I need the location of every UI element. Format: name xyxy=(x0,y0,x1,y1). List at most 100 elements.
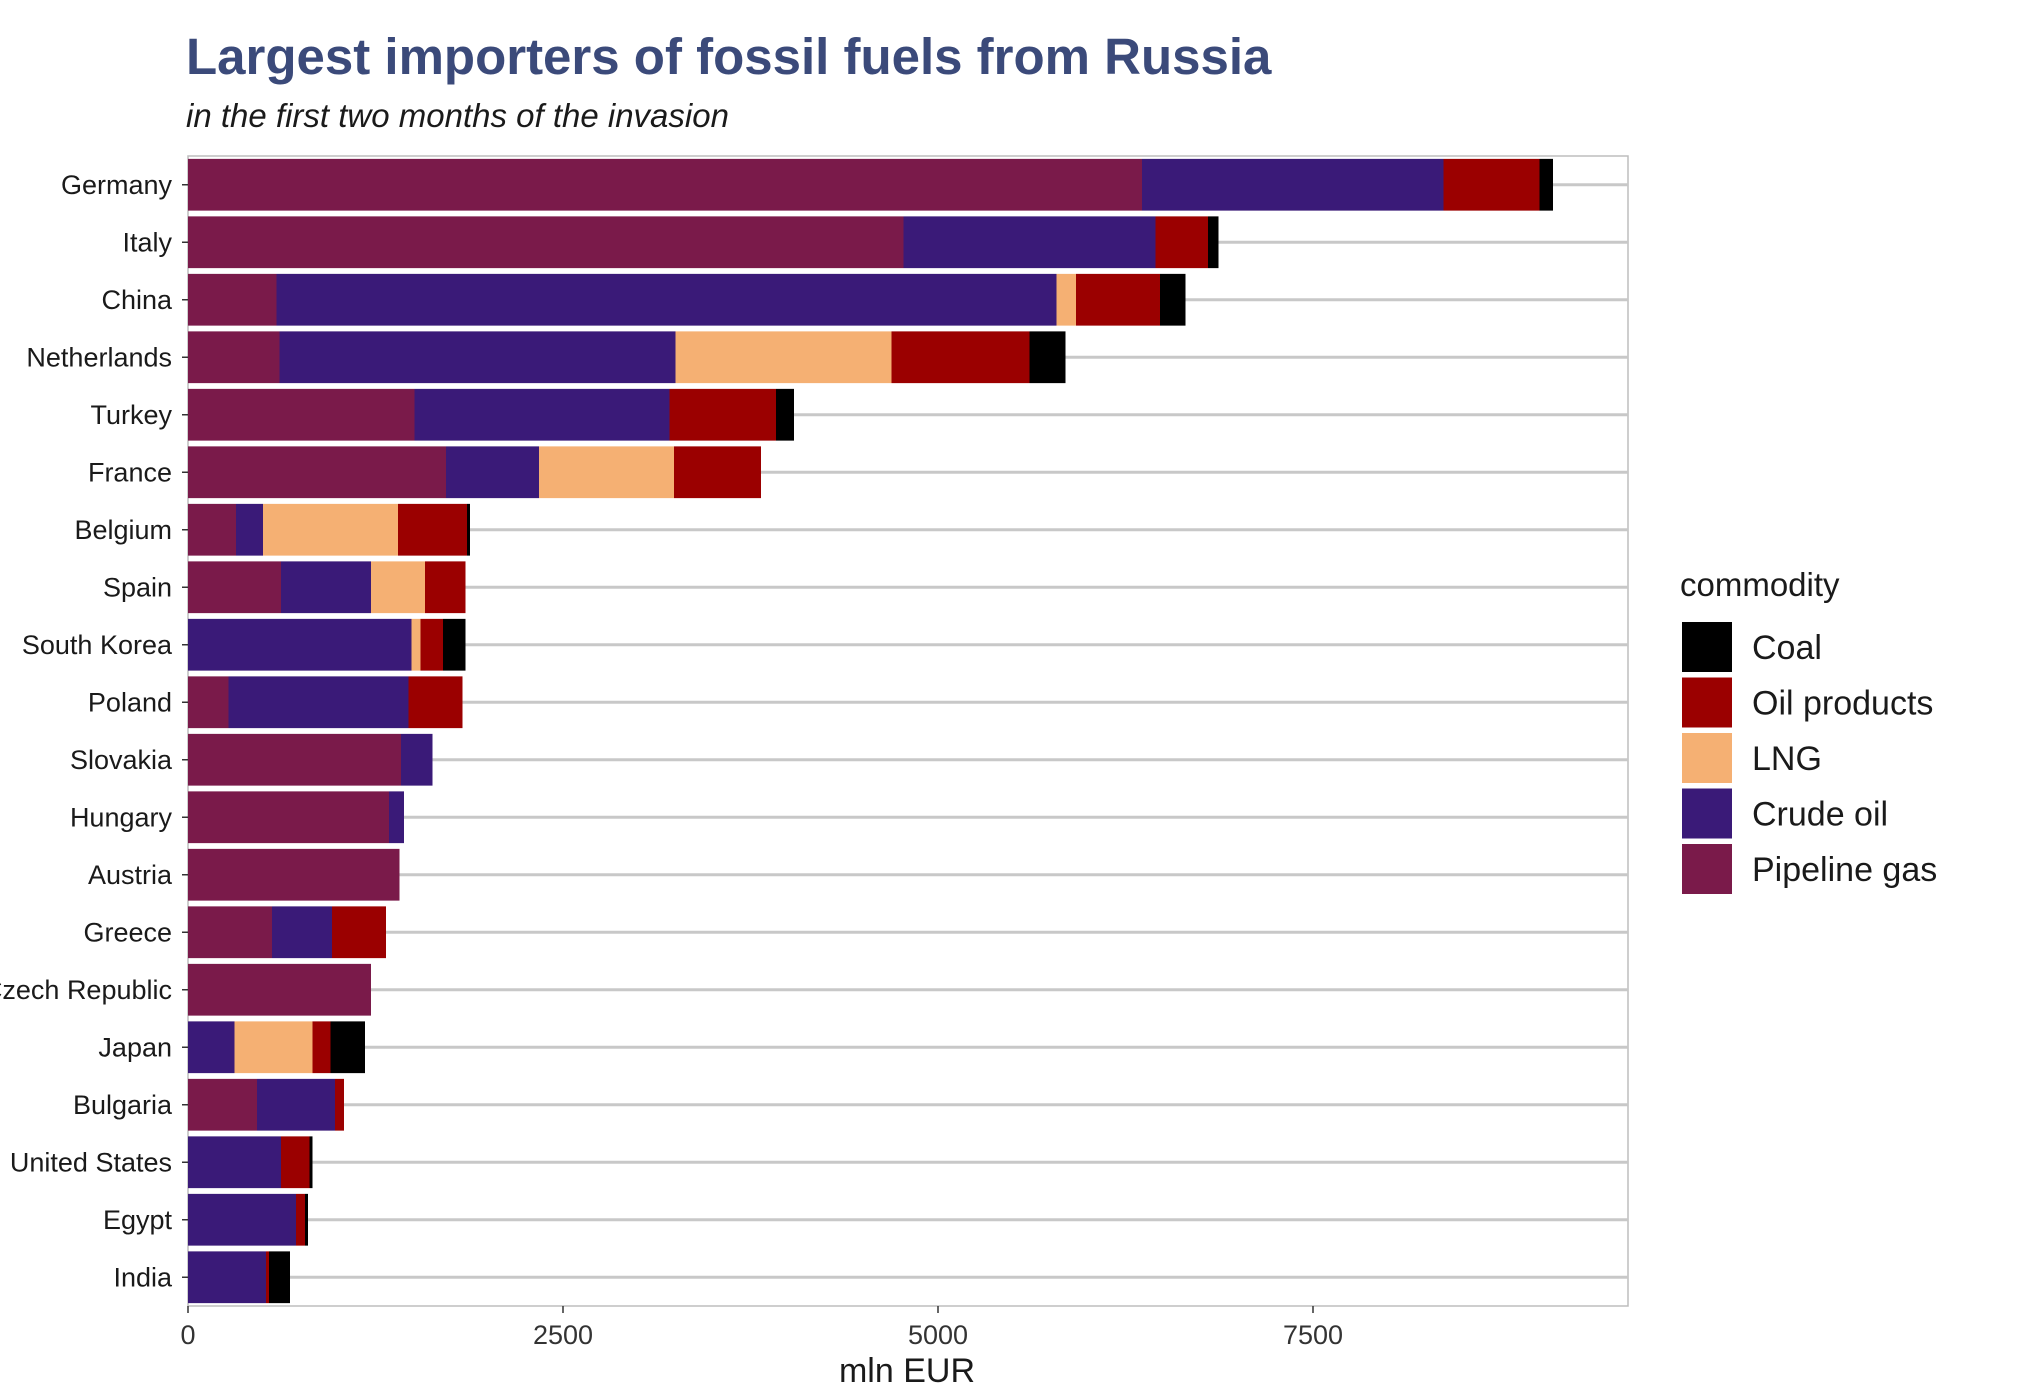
bar-netherlands-lng xyxy=(675,331,892,384)
bar-india-oil-products xyxy=(266,1251,269,1304)
bar-belgium-pipeline-gas xyxy=(188,503,236,556)
y-tick-label-turkey: Turkey xyxy=(90,400,172,430)
bar-poland-crude-oil xyxy=(228,676,409,729)
bar-china-lng xyxy=(1056,273,1076,326)
bar-france-pipeline-gas xyxy=(188,446,446,499)
bar-france-crude-oil xyxy=(446,446,539,499)
bar-china-crude-oil xyxy=(276,273,1057,326)
x-tick-label-0: 0 xyxy=(180,1320,195,1350)
bar-germany-coal xyxy=(1539,158,1553,211)
bar-china-pipeline-gas xyxy=(188,273,277,326)
bar-egypt-oil-products xyxy=(296,1193,305,1246)
bar-hungary-pipeline-gas xyxy=(188,791,389,844)
y-tick-label-greece: Greece xyxy=(83,917,172,947)
legend-label-lng: LNG xyxy=(1752,740,1822,778)
plot-area xyxy=(187,155,1629,1307)
bar-india-crude-oil xyxy=(188,1251,266,1304)
legend-swatch-coal xyxy=(1682,622,1732,672)
bar-belgium-coal xyxy=(467,503,470,556)
bar-japan-coal xyxy=(330,1021,365,1074)
bar-italy-crude-oil xyxy=(903,216,1156,269)
bar-spain-lng xyxy=(371,561,425,614)
y-tick-label-belgium: Belgium xyxy=(74,515,172,545)
x-tick-label-7500: 7500 xyxy=(1283,1320,1343,1350)
y-tick-label-bulgaria: Bulgaria xyxy=(73,1090,173,1120)
y-tick-label-slovakia: Slovakia xyxy=(70,745,173,775)
y-tick-label-czech-republic: Czech Republic xyxy=(0,975,172,1005)
legend-label-coal: Coal xyxy=(1752,629,1822,667)
bar-spain-crude-oil xyxy=(281,561,371,614)
bar-hungary-crude-oil xyxy=(389,791,404,844)
bar-germany-oil-products xyxy=(1443,158,1540,211)
bar-bulgaria-pipeline-gas xyxy=(188,1078,257,1131)
bar-japan-lng xyxy=(234,1021,313,1074)
y-tick-label-italy: Italy xyxy=(122,227,172,257)
bar-belgium-lng xyxy=(263,503,398,556)
y-tick-label-poland: Poland xyxy=(88,687,172,717)
bar-netherlands-crude-oil xyxy=(279,331,676,384)
bar-china-coal xyxy=(1160,273,1186,326)
bar-poland-pipeline-gas xyxy=(188,676,229,729)
chart-title: Largest importers of fossil fuels from R… xyxy=(186,28,1272,85)
legend-swatch-pipeline-gas xyxy=(1682,844,1732,894)
bar-greece-pipeline-gas xyxy=(188,906,272,959)
y-tick-label-austria: Austria xyxy=(88,860,173,890)
bar-turkey-crude-oil xyxy=(414,388,670,441)
bar-italy-pipeline-gas xyxy=(188,216,904,269)
bar-belgium-crude-oil xyxy=(236,503,263,556)
bar-netherlands-coal xyxy=(1029,331,1066,384)
bar-south-korea-coal xyxy=(443,618,466,671)
x-tick-label-5000: 5000 xyxy=(908,1320,968,1350)
bar-germany-crude-oil xyxy=(1142,158,1444,211)
x-tick-label-2500: 2500 xyxy=(533,1320,593,1350)
y-tick-label-germany: Germany xyxy=(61,170,173,200)
y-tick-label-hungary: Hungary xyxy=(70,802,173,832)
legend-label-pipeline-gas: Pipeline gas xyxy=(1752,851,1937,889)
bar-netherlands-oil-products xyxy=(891,331,1030,384)
y-tick-label-south-korea: South Korea xyxy=(22,630,173,660)
bar-poland-oil-products xyxy=(408,676,463,729)
bar-france-lng xyxy=(539,446,674,499)
bar-slovakia-pipeline-gas xyxy=(188,733,401,786)
panel-background xyxy=(187,155,1629,1307)
bar-belgium-oil-products xyxy=(398,503,467,556)
bar-turkey-oil-products xyxy=(669,388,776,441)
bar-china-oil-products xyxy=(1076,273,1160,326)
bar-slovakia-crude-oil xyxy=(401,733,433,786)
bar-egypt-crude-oil xyxy=(188,1193,296,1246)
legend: commodity Coal Oil products LNG Crude oil Pi… xyxy=(1680,566,1937,894)
legend-swatch-crude-oil xyxy=(1682,788,1732,839)
chart-subtitle: in the first two months of the invasion xyxy=(186,97,729,134)
legend-label-oil-products: Oil products xyxy=(1752,685,1933,723)
y-tick-label-spain: Spain xyxy=(103,572,172,602)
bar-italy-oil-products xyxy=(1155,216,1208,269)
bar-france-oil-products xyxy=(674,446,761,499)
bar-india-coal xyxy=(269,1251,290,1304)
bar-spain-pipeline-gas xyxy=(188,561,281,614)
legend-swatch-oil-products xyxy=(1682,677,1732,728)
bar-bulgaria-crude-oil xyxy=(257,1078,335,1131)
legend-title: commodity xyxy=(1680,566,1840,603)
bar-egypt-coal xyxy=(305,1193,308,1246)
legend-swatch-lng xyxy=(1682,733,1732,783)
bar-germany-pipeline-gas xyxy=(188,158,1142,211)
x-axis-label: mln EUR xyxy=(839,1352,975,1384)
legend-label-crude-oil: Crude oil xyxy=(1752,796,1888,834)
y-tick-label-japan: Japan xyxy=(98,1032,172,1062)
bar-united-states-crude-oil xyxy=(188,1136,281,1189)
bar-greece-oil-products xyxy=(332,906,386,959)
y-tick-label-china: China xyxy=(101,285,173,315)
bar-turkey-pipeline-gas xyxy=(188,388,415,441)
bars xyxy=(188,158,1553,1304)
bar-austria-pipeline-gas xyxy=(188,848,400,901)
y-tick-label-france: France xyxy=(88,457,172,487)
y-tick-label-united-states: United States xyxy=(10,1147,172,1177)
bar-greece-crude-oil xyxy=(272,906,332,959)
x-axis: 0 2500 5000 7500 xyxy=(180,1306,1343,1350)
y-tick-label-netherlands: Netherlands xyxy=(26,342,172,372)
bar-japan-oil-products xyxy=(312,1021,331,1074)
bar-turkey-coal xyxy=(776,388,794,441)
bar-south-korea-oil-products xyxy=(420,618,443,671)
bar-south-korea-lng xyxy=(411,618,421,671)
